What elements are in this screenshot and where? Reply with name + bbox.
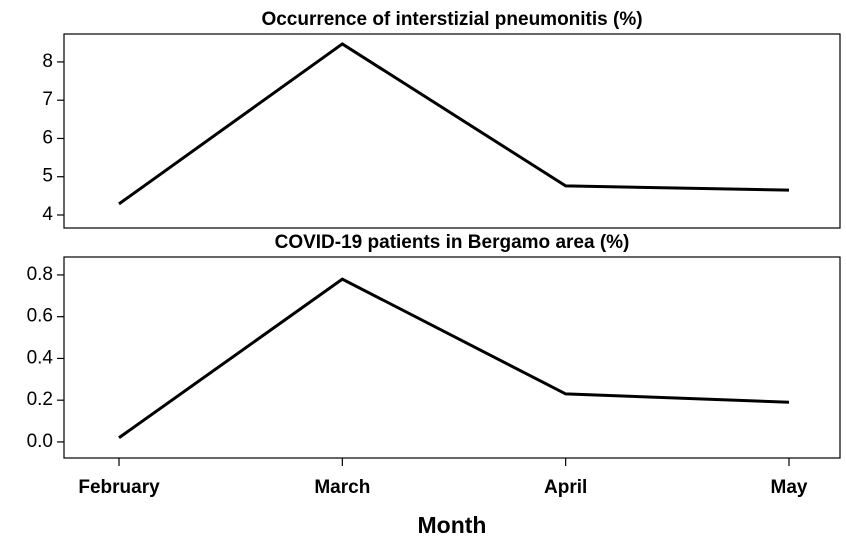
- y-tick-label: 0.2: [27, 389, 53, 410]
- data-line: [118, 277, 790, 439]
- x-tick-label: March: [314, 477, 370, 498]
- y-tick-label: 6: [42, 127, 53, 148]
- data-line: [118, 42, 790, 206]
- y-tick-label: 7: [42, 89, 53, 110]
- x-tick-label: May: [771, 477, 808, 498]
- y-tick-label: 0.6: [27, 306, 53, 327]
- y-tick-label: 8: [42, 51, 53, 72]
- x-axis-label: Month: [418, 512, 487, 538]
- plot-frame: [63, 256, 841, 459]
- plot-frame: [63, 33, 841, 229]
- chart-title: COVID-19 patients in Bergamo area (%): [275, 232, 630, 253]
- x-tick-label: February: [78, 477, 160, 498]
- y-tick-label: 0.4: [27, 347, 54, 368]
- x-tick-label: April: [544, 477, 587, 498]
- y-tick-label: 4: [42, 204, 53, 225]
- y-tick-label: 5: [42, 166, 53, 187]
- y-tick-label: 0.0: [27, 431, 53, 452]
- y-tick-label: 0.8: [27, 264, 53, 285]
- chart-title: Occurrence of interstizial pneumonitis (…: [261, 9, 642, 30]
